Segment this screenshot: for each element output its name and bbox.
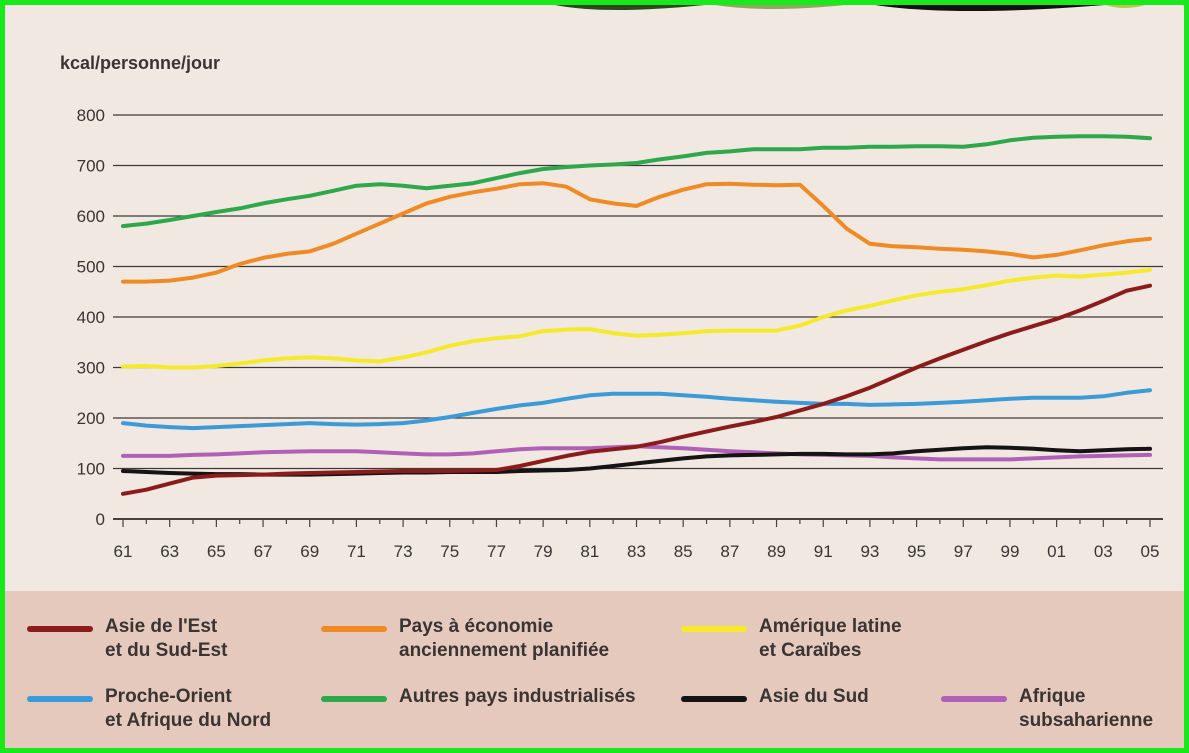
legend-label: Afrique subsaharienne [1019,686,1154,731]
x-tick-label: 03 [1094,542,1113,561]
x-tick-label: 81 [580,542,599,561]
y-tick-labels: 0 100 200 300 400 500 600 700 800 [77,106,105,529]
x-tick-label: 87 [720,542,739,561]
legend-item: Proche-Orient et Afrique du Nord [27,685,271,733]
x-tick-label: 91 [814,542,833,561]
x-tick-label: 69 [300,542,319,561]
x-tick-label: 65 [207,542,226,561]
x-tick-label: 75 [440,542,459,561]
y-tick-label: 500 [77,258,105,277]
x-tick-label: 79 [534,542,553,561]
line-chart: kcal/personne/jour 0 100 200 300 400 500 600 70… [60,53,1163,561]
legend-item: Asie du Sud [681,685,869,709]
legend-swatch [27,696,93,702]
legend-label: Asie de l'Est et du Sud-Est [105,616,228,661]
series-line-6 [121,283,1152,496]
legend-label: Asie du Sud [759,686,869,707]
legend-swatch [27,626,93,632]
legend-label: Amérique latine et Caraïbes [759,616,902,661]
decorative-top-image [555,5,1145,11]
x-tick-label: 71 [347,542,366,561]
gridlines [113,114,1163,520]
legend-swatch [681,696,747,702]
x-tick-label: 01 [1047,542,1066,561]
series-lines [121,134,1152,496]
y-axis-label: kcal/personne/jour [60,53,220,73]
legend-swatch [321,626,387,632]
legend-item: Pays à économie anciennement planifiée [321,615,609,663]
series-line-0 [121,134,1152,229]
legend-label: Pays à économie anciennement planifiée [399,616,610,661]
y-tick-label: 200 [77,409,105,428]
x-tick-label: 73 [394,542,413,561]
x-tick-label: 99 [1000,542,1019,561]
series-line-3 [121,388,1152,431]
y-tick-label: 400 [77,308,105,327]
x-tick-label: 83 [627,542,646,561]
legend-item: Autres pays industrialisés [321,685,636,709]
y-tick-label: 800 [77,106,105,125]
x-tick-label: 89 [767,542,786,561]
legend-label: Proche-Orient et Afrique du Nord [105,686,272,731]
legend-label: Autres pays industrialisés [399,686,636,707]
x-tick-label: 85 [674,542,693,561]
legend-swatch [321,696,387,702]
legend: Asie de l'Est et du Sud-Est Pays à économ… [5,591,1184,748]
x-tick-label: 05 [1141,542,1160,561]
y-tick-label: 700 [77,157,105,176]
legend-item: Asie de l'Est et du Sud-Est [27,615,227,663]
x-tick-labels: 61 63 65 67 69 71 73 75 77 79 81 83 85 87 89 91 93 95 97 99… [114,519,1160,561]
x-tick-label: 77 [487,542,506,561]
x-tick-label: 61 [114,542,133,561]
legend-swatch [941,696,1007,702]
y-tick-label: 600 [77,207,105,226]
y-tick-label: 300 [77,359,105,378]
x-tick-label: 93 [860,542,879,561]
legend-swatch [681,626,747,632]
x-tick-label: 67 [254,542,273,561]
legend-item: Afrique subsaharienne [941,685,1153,733]
x-tick-label: 63 [160,542,179,561]
y-tick-label: 0 [96,510,105,529]
y-tick-label: 100 [77,460,105,479]
x-tick-label: 95 [907,542,926,561]
legend-item: Amérique latine et Caraïbes [681,615,902,663]
x-tick-label: 97 [954,542,973,561]
series-line-2 [121,268,1152,370]
series-line-1 [121,181,1152,284]
